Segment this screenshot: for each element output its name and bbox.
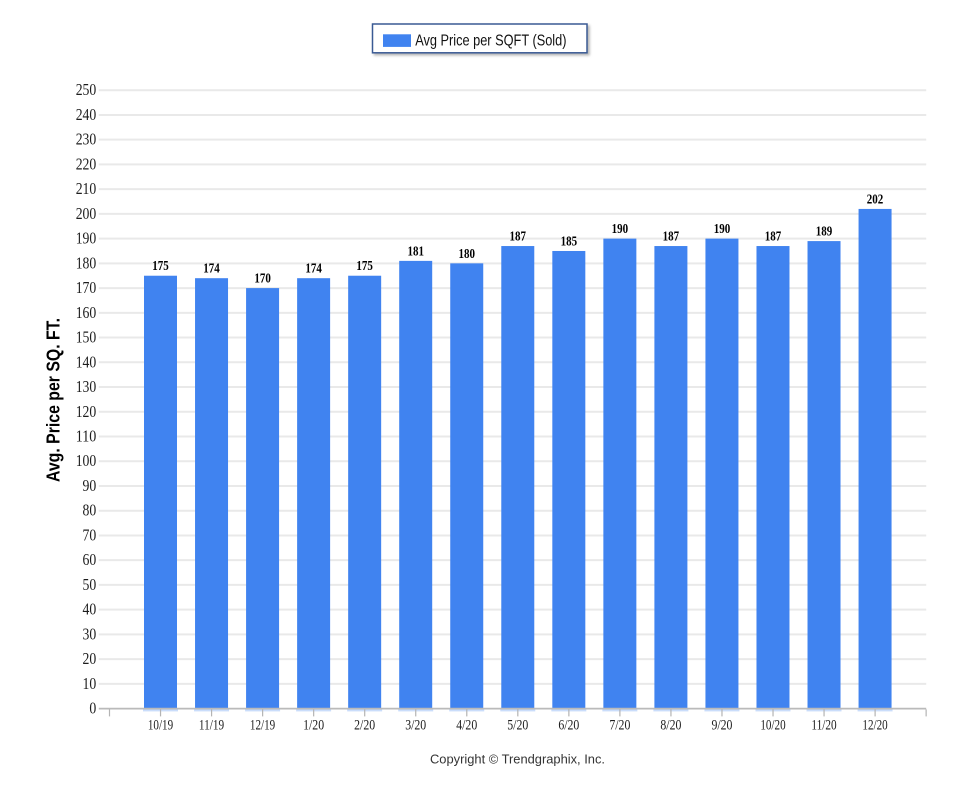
svg-text:120: 120 — [76, 402, 97, 421]
svg-text:30: 30 — [83, 624, 97, 643]
svg-text:20: 20 — [83, 649, 97, 668]
svg-text:90: 90 — [83, 476, 97, 495]
svg-text:12/19: 12/19 — [250, 718, 275, 734]
svg-text:200: 200 — [76, 204, 97, 223]
svg-text:Avg Price per SQFT (Sold): Avg Price per SQFT (Sold) — [415, 33, 566, 50]
svg-text:7/20: 7/20 — [609, 718, 630, 734]
svg-text:180: 180 — [76, 253, 97, 272]
svg-text:174: 174 — [203, 262, 220, 277]
svg-text:80: 80 — [83, 501, 97, 520]
svg-text:2/20: 2/20 — [354, 718, 375, 734]
svg-text:130: 130 — [76, 377, 97, 396]
svg-text:202: 202 — [867, 192, 884, 207]
svg-text:187: 187 — [663, 229, 680, 244]
svg-text:210: 210 — [76, 179, 97, 198]
svg-text:174: 174 — [305, 262, 322, 277]
svg-text:150: 150 — [76, 328, 97, 347]
svg-text:0: 0 — [89, 699, 96, 718]
svg-text:170: 170 — [76, 278, 97, 297]
svg-text:185: 185 — [561, 234, 578, 249]
svg-text:10/19: 10/19 — [148, 718, 173, 734]
svg-text:40: 40 — [83, 600, 97, 619]
svg-text:240: 240 — [76, 105, 97, 124]
svg-text:160: 160 — [76, 303, 97, 322]
svg-text:Avg. Price per SQ. FT.: Avg. Price per SQ. FT. — [44, 318, 64, 482]
svg-text:110: 110 — [76, 427, 97, 446]
svg-text:190: 190 — [76, 229, 97, 248]
svg-text:8/20: 8/20 — [660, 718, 681, 734]
svg-text:250: 250 — [76, 80, 97, 99]
svg-text:100: 100 — [76, 451, 97, 470]
svg-text:1/20: 1/20 — [303, 718, 324, 734]
svg-text:3/20: 3/20 — [405, 718, 426, 734]
svg-text:180: 180 — [458, 247, 475, 262]
svg-text:10: 10 — [83, 674, 97, 693]
svg-text:181: 181 — [407, 244, 424, 259]
svg-text:60: 60 — [83, 550, 97, 569]
svg-text:70: 70 — [83, 525, 97, 544]
svg-text:175: 175 — [152, 259, 169, 274]
svg-text:220: 220 — [76, 154, 97, 173]
svg-text:170: 170 — [254, 271, 271, 286]
svg-text:12/20: 12/20 — [862, 718, 887, 734]
svg-text:11/20: 11/20 — [811, 718, 836, 734]
svg-text:175: 175 — [356, 259, 373, 274]
svg-text:230: 230 — [76, 130, 97, 149]
svg-text:50: 50 — [83, 575, 97, 594]
svg-text:11/19: 11/19 — [199, 718, 224, 734]
svg-text:6/20: 6/20 — [558, 718, 579, 734]
svg-text:187: 187 — [510, 229, 527, 244]
svg-text:4/20: 4/20 — [456, 718, 477, 734]
svg-text:187: 187 — [765, 229, 782, 244]
svg-text:190: 190 — [612, 222, 629, 237]
svg-text:189: 189 — [816, 224, 833, 239]
svg-text:5/20: 5/20 — [507, 718, 528, 734]
svg-text:140: 140 — [76, 352, 97, 371]
svg-text:190: 190 — [714, 222, 731, 237]
svg-text:10/20: 10/20 — [760, 718, 785, 734]
svg-text:9/20: 9/20 — [711, 718, 732, 734]
svg-text:Copyright © Trendgraphix, Inc.: Copyright © Trendgraphix, Inc. — [430, 752, 605, 767]
